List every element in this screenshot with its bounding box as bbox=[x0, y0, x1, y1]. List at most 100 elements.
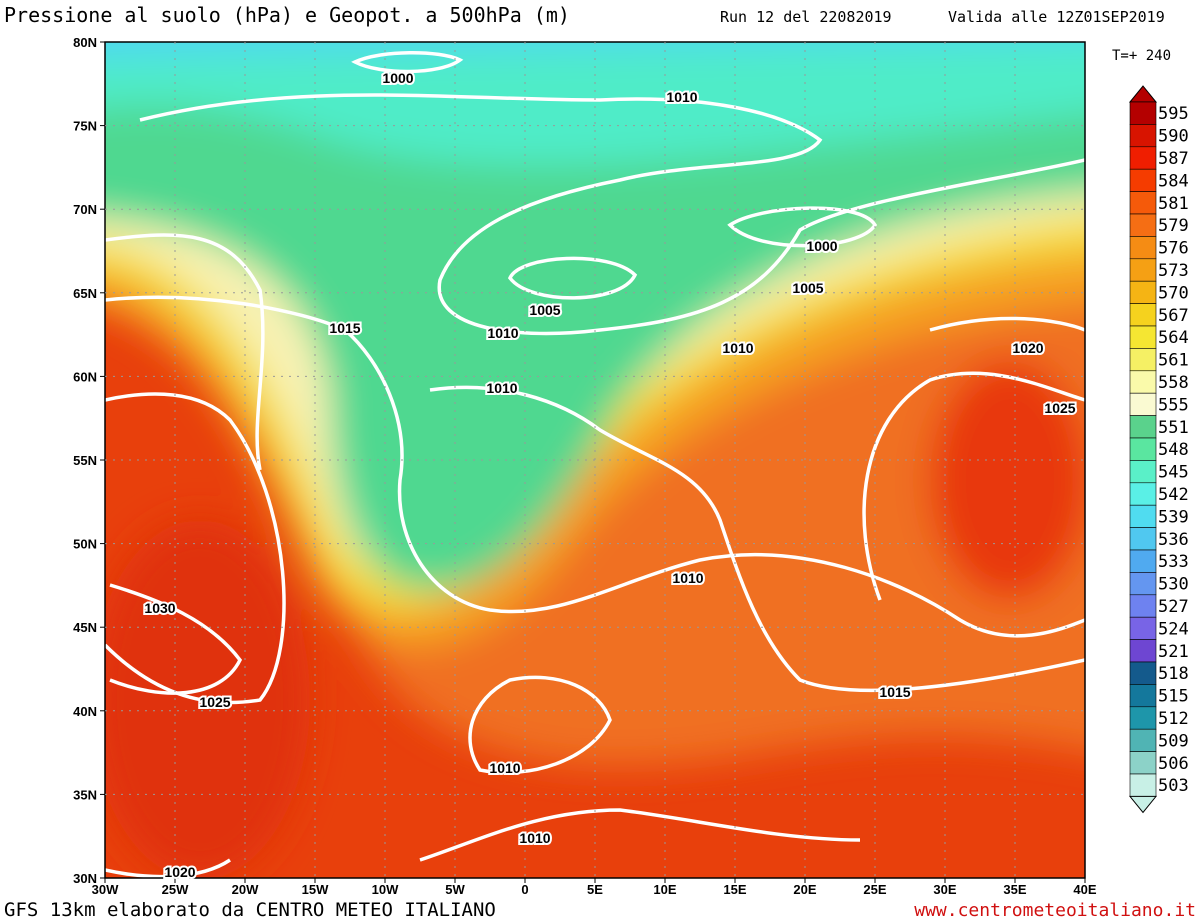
colorbar-label: 590 bbox=[1158, 127, 1189, 147]
lat-label: 60N bbox=[73, 369, 97, 384]
lat-label: 45N bbox=[73, 620, 97, 635]
lon-label: 30W bbox=[92, 882, 119, 897]
colorbar-label: 524 bbox=[1158, 619, 1189, 639]
colorbar-label: 558 bbox=[1158, 373, 1189, 393]
colorbar-swatch bbox=[1129, 594, 1157, 618]
colorbar-label: 551 bbox=[1158, 418, 1189, 438]
colorbar-swatch bbox=[1129, 124, 1157, 148]
lon-label: 40E bbox=[1073, 882, 1096, 897]
colorbar-swatch bbox=[1129, 684, 1157, 708]
isobars bbox=[105, 50, 1085, 878]
colorbar-swatch bbox=[1129, 549, 1157, 573]
colorbar-label: 503 bbox=[1158, 776, 1189, 796]
colorbar-swatch bbox=[1129, 437, 1157, 461]
colorbar-swatch bbox=[1129, 258, 1157, 282]
colorbar: 5955905875845815795765735705675645615585… bbox=[1128, 85, 1189, 814]
colorbar-swatch bbox=[1129, 751, 1157, 775]
isobar-label: 1010 bbox=[487, 325, 518, 341]
lat-label: 70N bbox=[73, 202, 97, 217]
lon-label: 15W bbox=[302, 882, 329, 897]
colorbar-swatch bbox=[1129, 348, 1157, 372]
colorbar-label: 570 bbox=[1158, 283, 1189, 303]
lon-label: 25W bbox=[162, 882, 189, 897]
lon-label: 20E bbox=[793, 882, 816, 897]
colorbar-swatch bbox=[1129, 392, 1157, 416]
colorbar-label: 561 bbox=[1158, 351, 1189, 371]
colorbar-swatch bbox=[1129, 101, 1157, 125]
colorbar-label: 573 bbox=[1158, 261, 1189, 281]
lat-label: 35N bbox=[73, 787, 97, 802]
colorbar-label: 518 bbox=[1158, 664, 1189, 684]
colorbar-swatch bbox=[1129, 236, 1157, 260]
colorbar-swatch bbox=[1129, 661, 1157, 685]
colorbar-swatch bbox=[1129, 572, 1157, 596]
footer-url: www.centrometeoitaliano.it bbox=[914, 900, 1196, 921]
lon-label: 15E bbox=[723, 882, 746, 897]
colorbar-swatch bbox=[1129, 303, 1157, 327]
isobar-label: 1025 bbox=[1044, 400, 1075, 416]
title: Pressione al suolo (hPa) e Geopot. a 500… bbox=[4, 3, 570, 27]
isobar-label: 1020 bbox=[1012, 340, 1043, 356]
colorbar-swatch bbox=[1129, 146, 1157, 170]
colorbar-top-arrow bbox=[1128, 85, 1158, 103]
isobar-label: 1000 bbox=[806, 238, 837, 254]
graticule bbox=[100, 41, 1086, 883]
colorbar-swatch bbox=[1129, 616, 1157, 640]
isobar-label: 1010 bbox=[666, 89, 697, 105]
colorbar-label: 530 bbox=[1158, 575, 1189, 595]
isobar-label: 1010 bbox=[519, 830, 550, 846]
lon-label: 20W bbox=[232, 882, 259, 897]
colorbar-swatch bbox=[1129, 460, 1157, 484]
colorbar-bottom-arrow bbox=[1128, 795, 1158, 814]
valid-time: Valida alle 12Z01SEP2019 bbox=[948, 8, 1165, 26]
colorbar-swatch bbox=[1129, 191, 1157, 215]
lat-label: 40N bbox=[73, 704, 97, 719]
colorbar-label: 576 bbox=[1158, 239, 1189, 259]
colorbar-swatch bbox=[1129, 706, 1157, 730]
colorbar-label: 564 bbox=[1158, 328, 1189, 348]
colorbar-label: 542 bbox=[1158, 485, 1189, 505]
isobar-label: 1010 bbox=[486, 380, 517, 396]
map-field bbox=[105, 42, 1085, 878]
lat-label: 65N bbox=[73, 286, 97, 301]
colorbar-swatch bbox=[1129, 213, 1157, 237]
lon-label: 35E bbox=[1003, 882, 1026, 897]
colorbar-swatch bbox=[1129, 482, 1157, 506]
colorbar-swatch bbox=[1129, 773, 1157, 797]
isobar-label: 1005 bbox=[529, 302, 560, 318]
isobar-label: 1000 bbox=[382, 70, 413, 86]
isobar-label: 1015 bbox=[879, 684, 910, 700]
colorbar-swatch bbox=[1129, 325, 1157, 349]
colorbar-label: 581 bbox=[1158, 194, 1189, 214]
colorbar-label: 533 bbox=[1158, 552, 1189, 572]
colorbar-label: 545 bbox=[1158, 463, 1189, 483]
colorbar-label: 548 bbox=[1158, 440, 1189, 460]
colorbar-label: 584 bbox=[1158, 171, 1189, 191]
colorbar-swatch bbox=[1129, 728, 1157, 752]
lat-label: 55N bbox=[73, 453, 97, 468]
colorbar-label: 539 bbox=[1158, 507, 1189, 527]
lon-label: 25E bbox=[863, 882, 886, 897]
colorbar-swatch bbox=[1129, 504, 1157, 528]
lat-label: 30N bbox=[73, 871, 97, 886]
lon-label: 5W bbox=[445, 882, 465, 897]
lon-label: 0 bbox=[521, 882, 528, 897]
forecast-step: T=+ 240 bbox=[1112, 48, 1171, 64]
colorbar-label: 567 bbox=[1158, 306, 1189, 326]
colorbar-label: 515 bbox=[1158, 687, 1189, 707]
colorbar-label: 536 bbox=[1158, 530, 1189, 550]
colorbar-label: 527 bbox=[1158, 597, 1189, 617]
colorbar-label: 587 bbox=[1158, 149, 1189, 169]
lon-label: 10W bbox=[372, 882, 399, 897]
isobar-label: 1010 bbox=[672, 570, 703, 586]
lon-label: 10E bbox=[653, 882, 676, 897]
isobar-label: 1010 bbox=[489, 760, 520, 776]
footer-credit: GFS 13km elaborato da CENTRO METEO ITALI… bbox=[4, 899, 496, 921]
isobar-label: 1015 bbox=[329, 320, 360, 336]
colorbar-swatch bbox=[1129, 415, 1157, 439]
run-info: Run 12 del 22082019 bbox=[720, 8, 892, 26]
colorbar-label: 579 bbox=[1158, 216, 1189, 236]
lon-label: 5E bbox=[587, 882, 603, 897]
isobar-label: 1005 bbox=[792, 280, 823, 296]
